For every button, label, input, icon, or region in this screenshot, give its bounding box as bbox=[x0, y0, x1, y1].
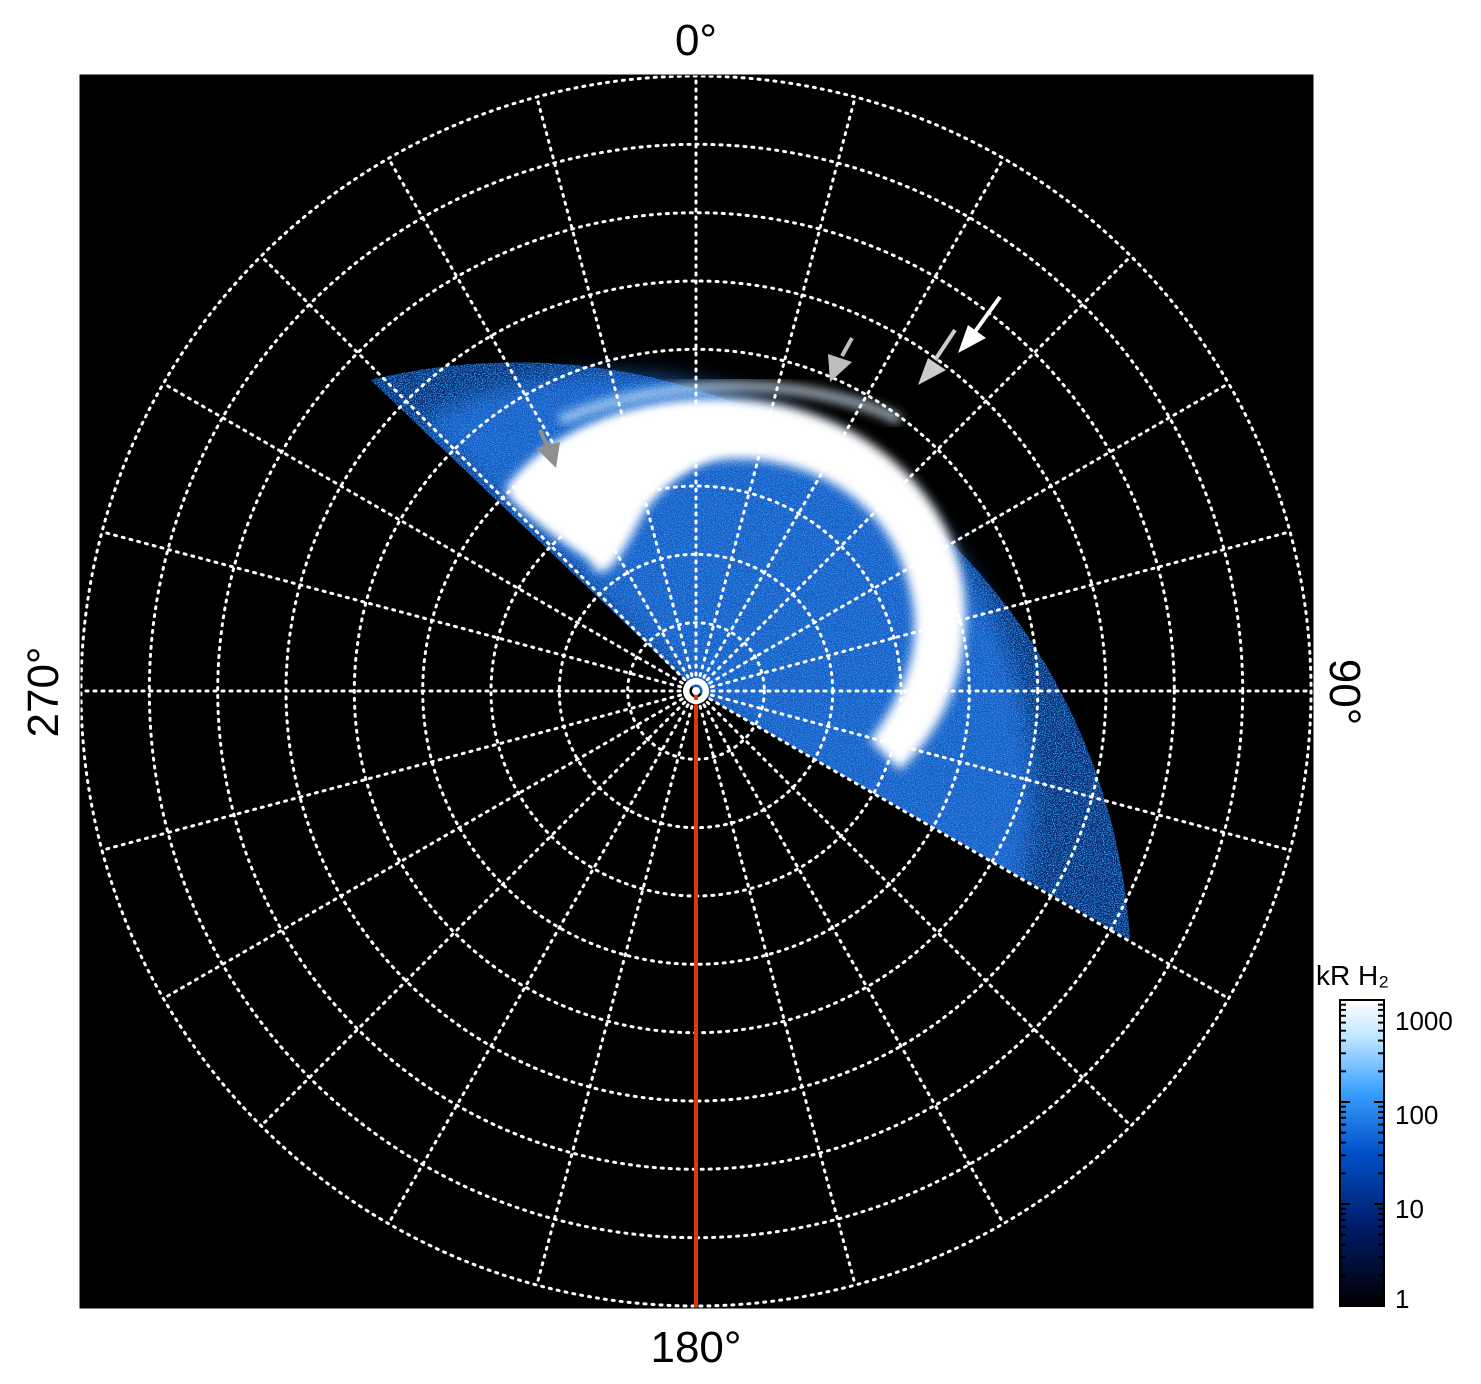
colorbar-ticks bbox=[1340, 999, 1384, 1307]
grid-spoke bbox=[694, 689, 1231, 1000]
colorbar-tick-label-100: 100 bbox=[1395, 1100, 1438, 1130]
angle-label-left: 270° bbox=[19, 646, 68, 737]
colorbar-tick-label-10: 10 bbox=[1395, 1194, 1424, 1224]
grid-spoke bbox=[694, 530, 1292, 693]
colorbar-gradient bbox=[1339, 999, 1385, 1307]
angle-label-right: 90° bbox=[1320, 659, 1369, 726]
grid-spoke bbox=[259, 689, 698, 1128]
grid-spoke bbox=[161, 689, 698, 1000]
grid-spoke bbox=[535, 95, 698, 693]
arrow-gray-icon bbox=[828, 337, 854, 382]
polar-grid bbox=[80, 75, 1313, 1308]
colorbar-tick-label-1: 1 bbox=[1395, 1284, 1409, 1314]
grid-spoke bbox=[694, 689, 1133, 1128]
pole-marker bbox=[683, 678, 709, 704]
grid-spoke bbox=[694, 689, 1292, 852]
grid-ring bbox=[80, 75, 1313, 1308]
grid-spoke bbox=[694, 95, 857, 693]
grid-spoke bbox=[387, 156, 698, 693]
grid-spoke bbox=[387, 689, 698, 1226]
plot-frame bbox=[79, 74, 1314, 1309]
colorbar: kR H₂ 1000 100 10 1 bbox=[1316, 960, 1453, 1314]
grid-spoke bbox=[100, 689, 698, 852]
grid-spoke bbox=[100, 530, 698, 693]
arrow-dark-gray-icon bbox=[536, 429, 560, 468]
grid-spoke bbox=[694, 156, 1005, 693]
grid-spoke bbox=[535, 689, 698, 1287]
arrow-white-icon bbox=[958, 295, 1002, 353]
grid-spoke bbox=[259, 254, 698, 693]
grid-spoke bbox=[161, 382, 698, 693]
angle-label-bottom: 180° bbox=[650, 1323, 741, 1372]
grid-spoke bbox=[694, 689, 857, 1287]
colorbar-title: kR H₂ bbox=[1316, 960, 1389, 991]
grid-spoke bbox=[694, 689, 1005, 1226]
grid-spoke bbox=[694, 382, 1231, 693]
colorbar-tick-label-1000: 1000 bbox=[1395, 1006, 1453, 1036]
secondary-arc bbox=[558, 381, 903, 425]
arrow-light-gray-icon bbox=[918, 328, 957, 385]
grid-spoke bbox=[694, 254, 1133, 693]
angle-label-top: 0° bbox=[675, 16, 717, 65]
annotation-arrows bbox=[536, 295, 1002, 468]
